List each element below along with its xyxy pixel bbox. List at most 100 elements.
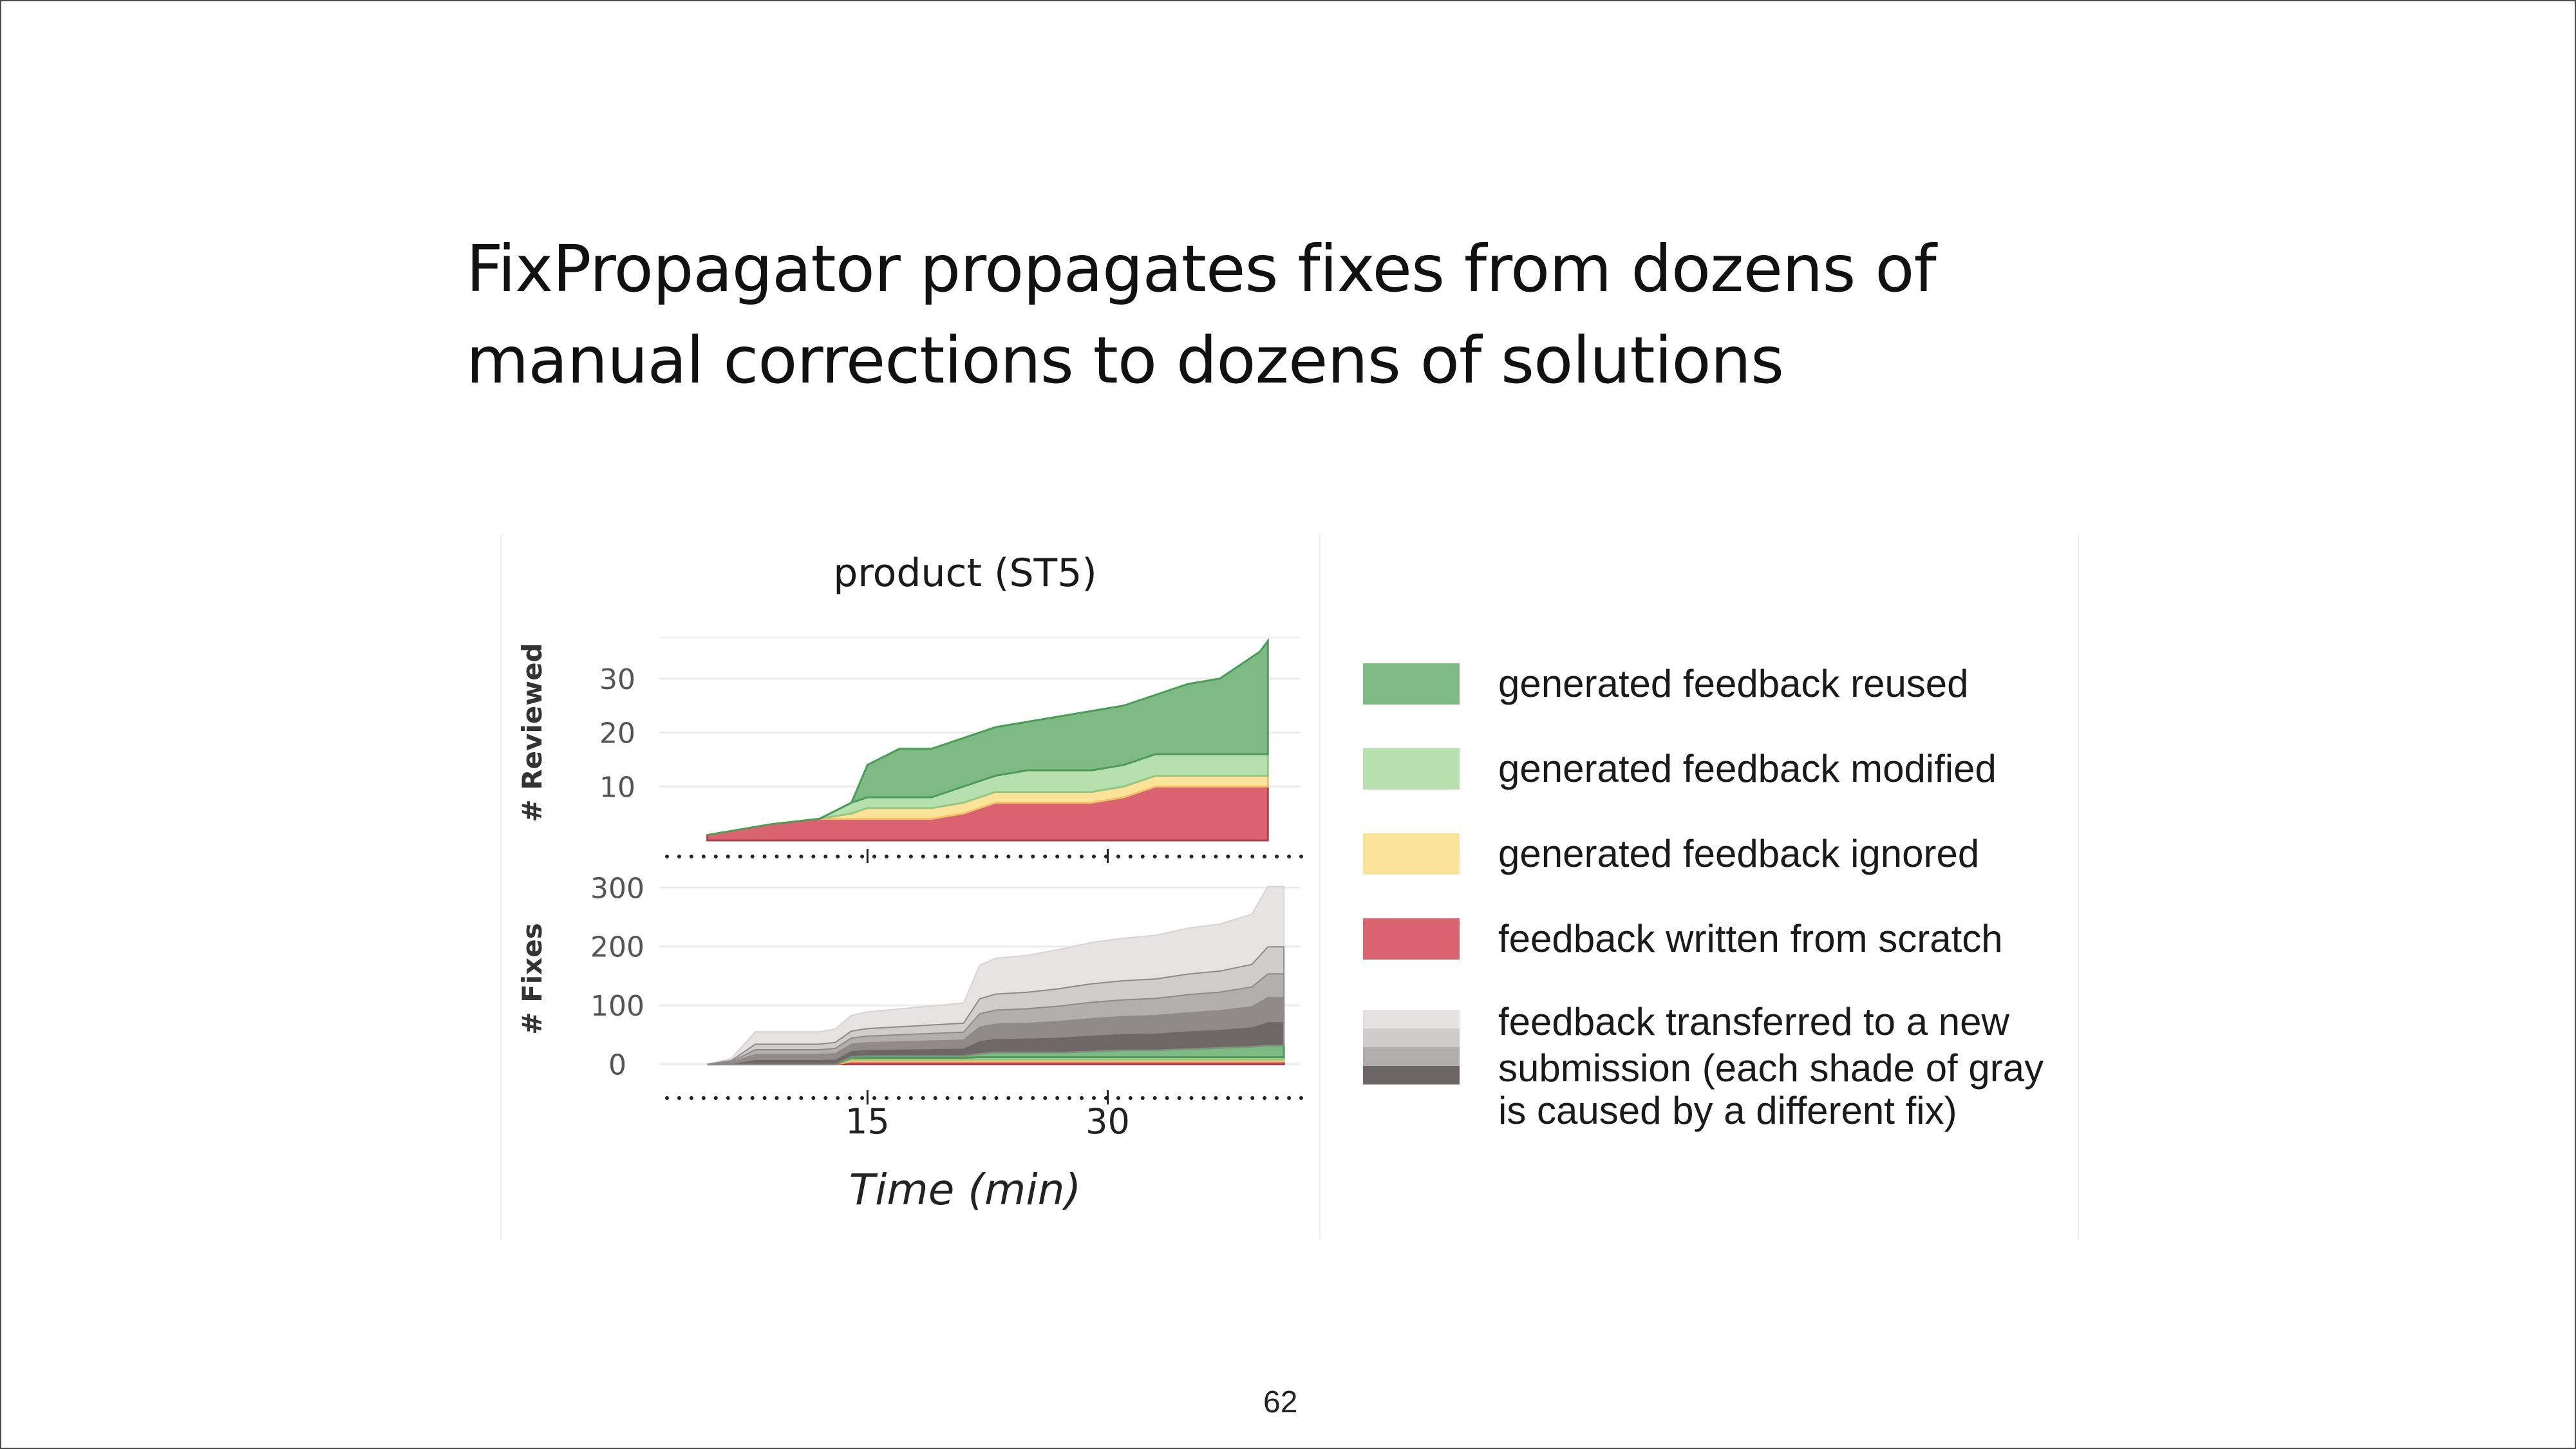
axis-dot-0-41 (1165, 855, 1169, 858)
slide-title: FixPropagator propagates fixes from doze… (466, 223, 2140, 406)
axis-dot-0-21 (921, 855, 925, 858)
axis-dot-0-11 (799, 855, 804, 858)
axis-dot-1-11 (799, 1096, 804, 1100)
axis-dot-1-18 (884, 1096, 888, 1100)
legend-label-transferred-2: submission (each shade of gray (1498, 1046, 2044, 1090)
axis-dot-1-0 (665, 1096, 669, 1100)
axis-dot-0-15 (848, 855, 852, 858)
axis-dot-0-12 (811, 855, 816, 858)
axis-dot-0-38 (1128, 855, 1133, 858)
axis-dot-1-14 (836, 1096, 840, 1100)
axis-dot-0-24 (957, 855, 962, 858)
axis-dot-0-22 (933, 855, 937, 858)
axis-dot-1-38 (1128, 1096, 1133, 1100)
axis-dot-0-42 (1177, 855, 1181, 858)
axis-dot-0-47 (1238, 855, 1243, 858)
y-tick-label-0-2: 30 (599, 663, 635, 696)
axis-dot-0-49 (1263, 855, 1267, 858)
axis-dot-1-51 (1287, 1096, 1292, 1100)
axis-dot-0-3 (701, 855, 706, 858)
axis-dot-1-37 (1116, 1096, 1120, 1100)
axis-dot-1-2 (689, 1096, 693, 1100)
axis-dot-0-25 (970, 855, 974, 858)
legend-label-transferred-3: is caused by a different fix) (1498, 1089, 1957, 1132)
axis-dot-0-23 (945, 855, 950, 858)
legend-gray-shade-3 (1363, 1047, 1460, 1066)
stacked-area-chart: product (ST5) 10 20 30 # Reviewed 0 100 200 300 #… (516, 551, 1303, 1215)
axis-dot-0-28 (1006, 855, 1011, 858)
axis-dot-1-6 (738, 1096, 742, 1100)
axis-dot-1-52 (1299, 1096, 1303, 1100)
axis-dot-1-22 (933, 1096, 937, 1100)
axis-dot-0-33 (1067, 855, 1072, 858)
axis-dot-0-6 (738, 855, 742, 858)
axis-dot-0-18 (884, 855, 888, 858)
axis-dot-1-16 (860, 1096, 865, 1100)
axis-dot-1-7 (750, 1096, 755, 1100)
axis-dot-1-35 (1091, 1096, 1096, 1100)
axis-dot-0-45 (1214, 855, 1218, 858)
axis-dot-1-4 (713, 1096, 718, 1100)
axis-dot-1-34 (1080, 1096, 1084, 1100)
axis-dot-0-17 (872, 855, 877, 858)
axis-dot-0-2 (689, 855, 693, 858)
axis-dot-1-45 (1214, 1096, 1218, 1100)
axis-dot-1-42 (1177, 1096, 1181, 1100)
legend-label-reused: generated feedback reused (1498, 662, 1969, 705)
axis-dot-0-26 (982, 855, 986, 858)
legend-gray-shade-2 (1363, 1028, 1460, 1047)
legend-swatch-modified (1363, 748, 1460, 790)
axis-dot-0-34 (1080, 855, 1084, 858)
axis-dot-0-0 (665, 855, 669, 858)
legend-label-modified: generated feedback modified (1498, 747, 1997, 790)
axis-dot-0-39 (1140, 855, 1145, 858)
axis-dot-1-44 (1201, 1096, 1206, 1100)
axis-dot-1-5 (726, 1096, 730, 1100)
axis-dot-0-9 (775, 855, 779, 858)
axis-dot-1-12 (811, 1096, 816, 1100)
axis-dot-0-50 (1275, 855, 1279, 858)
axis-dot-1-28 (1006, 1096, 1011, 1100)
axis-dot-0-43 (1189, 855, 1194, 858)
y-tick-label-1-3: 300 (590, 872, 644, 905)
axis-dot-0-31 (1043, 855, 1048, 858)
axis-dot-0-4 (713, 855, 718, 858)
axis-dot-0-48 (1250, 855, 1255, 858)
axis-dot-1-17 (872, 1096, 877, 1100)
y-axis-label-0: # Reviewed (516, 643, 548, 822)
x-tick-label-1: 30 (1086, 1101, 1130, 1142)
axis-dot-1-10 (787, 1096, 791, 1100)
axis-dot-1-25 (970, 1096, 974, 1100)
axis-dot-1-43 (1189, 1096, 1194, 1100)
legend-swatch-scratch (1363, 918, 1460, 960)
legend-swatch-ignored (1363, 833, 1460, 875)
axis-dot-0-40 (1152, 855, 1157, 858)
y-tick-label-1-1: 100 (590, 990, 644, 1023)
chart-panel: product (ST5) 10 20 30 # Reviewed 0 100 200 300 #… (500, 535, 1321, 1240)
axis-dot-0-51 (1287, 855, 1292, 858)
chart-title: product (ST5) (833, 551, 1097, 596)
area-fixes-gray-shade-5 (707, 1021, 1285, 1065)
axis-dot-1-20 (908, 1096, 913, 1100)
axis-dot-1-21 (921, 1096, 925, 1100)
axis-dot-0-52 (1299, 855, 1303, 858)
axis-dot-0-13 (823, 855, 828, 858)
axis-dot-0-7 (750, 855, 755, 858)
axis-dot-1-1 (677, 1096, 681, 1100)
axis-dot-1-3 (701, 1096, 706, 1100)
y-tick-label-0-0: 10 (599, 771, 635, 804)
axis-dot-1-47 (1238, 1096, 1243, 1100)
axis-dot-0-19 (896, 855, 901, 858)
title-line-1: FixPropagator propagates fixes from doze… (466, 231, 1937, 307)
axis-dot-0-5 (726, 855, 730, 858)
axis-dot-1-23 (945, 1096, 950, 1100)
axis-dot-0-8 (762, 855, 767, 858)
axis-dot-1-24 (957, 1096, 962, 1100)
axis-dot-1-8 (762, 1096, 767, 1100)
axis-dot-0-29 (1019, 855, 1023, 858)
x-axis-label: Time (min) (849, 1165, 1082, 1215)
y-axis-label-1: # Fixes (516, 923, 548, 1034)
legend-label-ignored: generated feedback ignored (1498, 832, 1980, 875)
axis-dot-0-14 (836, 855, 840, 858)
